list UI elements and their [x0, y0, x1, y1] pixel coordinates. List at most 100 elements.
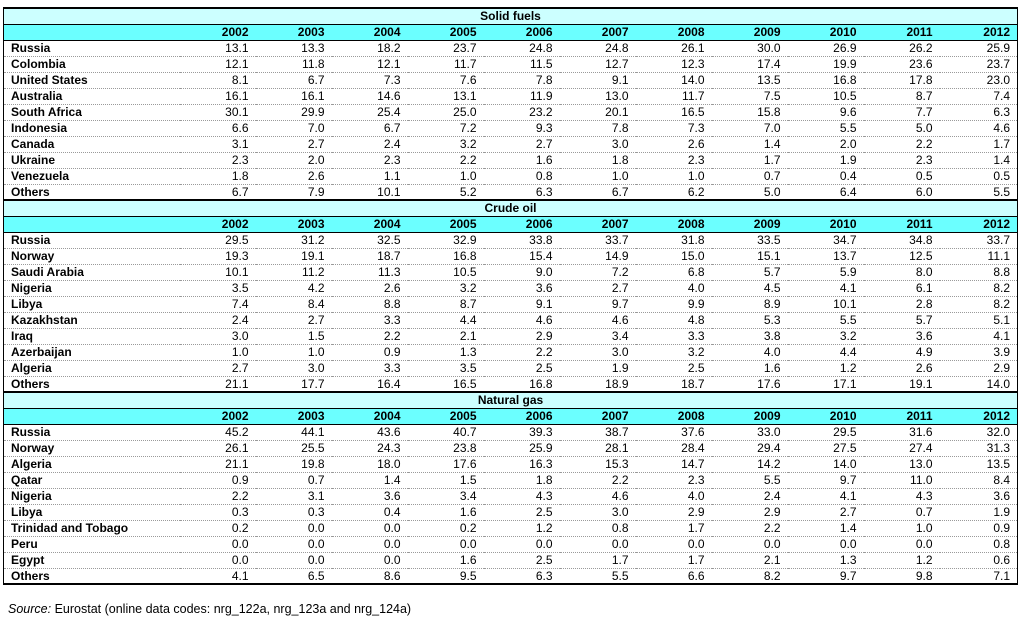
value-cell: 18.7	[635, 375, 712, 393]
year-header: 2003	[255, 408, 332, 425]
value-cell: 7.0	[255, 119, 332, 136]
value-cell: 25.9	[483, 439, 560, 456]
value-cell: 1.6	[407, 551, 484, 568]
value-cell: 8.7	[407, 295, 484, 312]
value-cell: 16.5	[407, 375, 484, 393]
value-cell: 6.7	[331, 119, 408, 136]
year-header: 2002	[179, 24, 256, 41]
value-cell: 2.7	[787, 503, 864, 520]
value-cell: 0.0	[407, 535, 484, 552]
value-cell: 13.1	[407, 87, 484, 104]
year-header: 2003	[255, 216, 332, 233]
value-cell: 33.7	[986, 233, 1010, 247]
value-cell: 1.0	[635, 167, 712, 184]
country-cell: United States	[3, 71, 180, 88]
table-row: Nigeria 2.2 3.1 3.6 3.4 4.3 4.6 4.0 2.4 4.1 4.3 3.6	[3, 487, 1018, 504]
value-cell: 10.5	[787, 87, 864, 104]
value-cell: 34.7	[833, 233, 857, 247]
value-cell: 11.1	[939, 247, 1018, 264]
value-cell: 1.4	[711, 135, 788, 152]
value-cell: 1.2	[863, 551, 940, 568]
section-title-row: Natural gas	[3, 391, 1018, 409]
value-cell: 26.1	[179, 439, 256, 456]
value-cell: 2.3	[635, 471, 712, 488]
value-cell: 9.1	[483, 295, 560, 312]
value-cell: 2.2	[331, 327, 408, 344]
value-cell: 2.4	[711, 487, 788, 504]
table-row: Trinidad and Tobago 0.2 0.0 0.0 0.2 1.2 0.8 1.7…	[3, 519, 1018, 536]
value-cell: 27.4	[863, 439, 940, 456]
value-cell: 1.3	[787, 551, 864, 568]
table-row: Libya 0.3 0.3 0.4 1.6 2.5 3.0 2.9 2.9 2.7 0.7 1.9	[3, 503, 1018, 520]
value-cell: 33.5	[757, 233, 781, 247]
value-cell: 26.1	[681, 41, 705, 55]
value-cell: 7.1	[939, 567, 1018, 585]
value-cell: 29.9	[255, 103, 332, 120]
value-cell: 14.9	[559, 247, 636, 264]
value-cell: 7.0	[711, 119, 788, 136]
value-cell: 1.2	[483, 519, 560, 536]
value-cell: 7.4	[939, 87, 1018, 104]
value-cell: 2.7	[179, 359, 256, 376]
table-row: Norway 19.3 19.1 18.7 16.8 15.4 14.9 15.0 15.1 13…	[3, 247, 1018, 264]
value-cell: 0.2	[407, 519, 484, 536]
value-cell: 12.7	[559, 55, 636, 72]
value-cell: 39.3	[529, 425, 553, 439]
value-cell: 14.7	[635, 455, 712, 472]
value-cell: 5.9	[787, 263, 864, 280]
value-cell: 16.3	[483, 455, 560, 472]
value-cell: 6.4	[787, 183, 864, 201]
value-cell: 8.0	[863, 263, 940, 280]
section-title: Solid fuels	[3, 7, 1018, 25]
value-cell: 1.7	[559, 551, 636, 568]
value-cell: 4.0	[635, 279, 712, 296]
country-cell: Indonesia	[3, 119, 180, 136]
value-cell: 9.5	[407, 567, 484, 585]
table-row: Norway 26.1 25.5 24.3 23.8 25.9 28.1 28.4 29.4 27…	[3, 439, 1018, 456]
country-cell: Iraq	[3, 327, 180, 344]
statistics-table: Solid fuels 2002 2003 2004 2005 2006 2007 2008 2…	[3, 7, 1018, 585]
table-row: Egypt 0.0 0.0 0.0 1.6 2.5 1.7 1.7 2.1 1.3 1.2 0.6	[3, 551, 1018, 568]
year-header: 2008	[635, 408, 712, 425]
value-cell: 23.2	[483, 103, 560, 120]
year-header: 2002	[179, 408, 256, 425]
value-cell: 17.6	[407, 455, 484, 472]
country-cell: Azerbaijan	[3, 343, 180, 360]
year-header-row: 2002 2003 2004 2005 2006 2007 2008 2009 2010 2011…	[3, 216, 1018, 233]
value-cell: 3.6	[863, 327, 940, 344]
value-cell: 16.8	[483, 375, 560, 393]
value-cell: 14.2	[711, 455, 788, 472]
value-cell: 11.7	[635, 87, 712, 104]
value-cell: 0.0	[787, 535, 864, 552]
year-header: 2010	[787, 408, 864, 425]
year-header: 2010	[787, 24, 864, 41]
value-cell: 3.8	[711, 327, 788, 344]
value-cell: 15.8	[711, 103, 788, 120]
value-cell: 4.9	[863, 343, 940, 360]
value-cell: 2.5	[483, 503, 560, 520]
country-cell: Russia	[11, 41, 51, 55]
value-cell: 1.8	[559, 151, 636, 168]
value-cell: 0.7	[711, 167, 788, 184]
year-header: 2008	[635, 24, 712, 41]
value-cell: 3.0	[559, 343, 636, 360]
value-cell: 33.0	[757, 425, 781, 439]
value-cell: 0.7	[863, 503, 940, 520]
value-cell: 6.3	[939, 103, 1018, 120]
value-cell: 2.7	[255, 135, 332, 152]
value-cell: 13.3	[301, 41, 325, 55]
value-cell: 6.6	[179, 119, 256, 136]
value-cell: 1.7	[635, 519, 712, 536]
value-cell: 2.4	[179, 311, 256, 328]
corner-cell	[3, 408, 180, 425]
value-cell: 6.2	[635, 183, 712, 201]
country-cell: Others	[3, 183, 180, 201]
value-cell: 0.0	[179, 535, 256, 552]
value-cell: 3.0	[255, 359, 332, 376]
value-cell: 4.1	[787, 279, 864, 296]
value-cell: 5.5	[787, 311, 864, 328]
value-cell: 4.5	[711, 279, 788, 296]
value-cell: 6.3	[483, 567, 560, 585]
value-cell: 25.5	[255, 439, 332, 456]
value-cell: 1.4	[939, 151, 1018, 168]
